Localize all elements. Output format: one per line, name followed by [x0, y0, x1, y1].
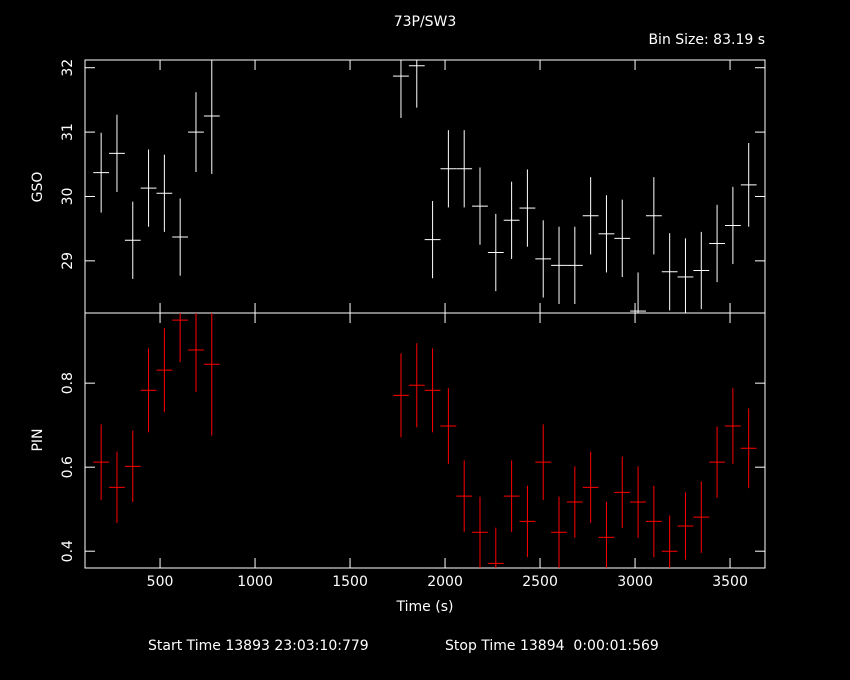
y-tick-label: 0.4: [60, 540, 76, 562]
y-tick-label: 0.6: [60, 456, 76, 478]
x-tick-label: 500: [147, 574, 174, 590]
chart-title: 73P/SW3: [394, 14, 457, 30]
y-tick-label: 0.8: [60, 372, 76, 394]
stop-time: Stop Time 13894 0:00:01:569: [445, 638, 659, 654]
x-tick-label: 3000: [617, 574, 653, 590]
x-tick-label: 3500: [712, 574, 748, 590]
x-tick-label: 2500: [522, 574, 558, 590]
x-tick-label: 1000: [237, 574, 273, 590]
y-tick-label: 30: [60, 188, 76, 206]
x-axis-label: Time (s): [396, 599, 454, 615]
start-time: Start Time 13893 23:03:10:779: [148, 638, 369, 654]
y-tick-label: 31: [60, 123, 76, 141]
panel-frame: [84, 59, 766, 314]
series: [93, 313, 757, 568]
x-tick-label: 2000: [427, 574, 463, 590]
x-tick-label: 1500: [332, 574, 368, 590]
bin-size: Bin Size: 83.19 s: [648, 32, 765, 48]
y-tick-label: 29: [60, 252, 76, 270]
series: [93, 60, 757, 313]
y-tick-label: 32: [60, 59, 76, 77]
y-axis-label: GSO: [30, 172, 46, 203]
y-axis-label: PIN: [30, 428, 46, 451]
panel-frame: [84, 312, 766, 569]
